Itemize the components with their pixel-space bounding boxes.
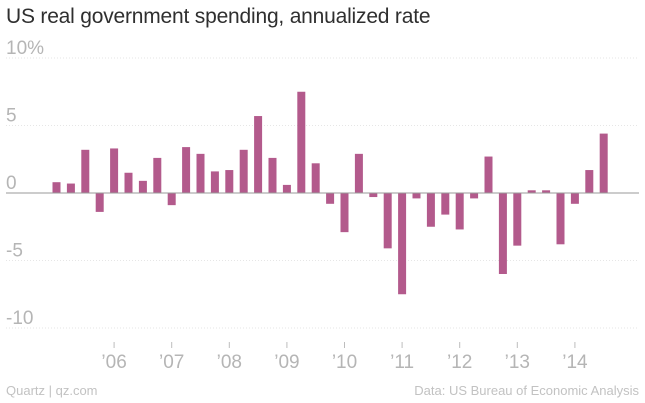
x-tick-label: ’14 xyxy=(562,352,588,373)
x-tick-label: ’12 xyxy=(447,352,472,373)
bar xyxy=(369,193,378,198)
bar xyxy=(196,153,205,193)
bar xyxy=(441,193,450,215)
bar xyxy=(484,156,493,193)
bar xyxy=(210,171,219,193)
gridlines xyxy=(6,57,639,329)
bar xyxy=(95,193,104,212)
bar xyxy=(254,116,263,193)
y-tick-label: -10 xyxy=(6,308,33,329)
x-tick-label: ’09 xyxy=(274,352,299,373)
bars xyxy=(52,91,608,295)
y-axis-ticks: 10% 5 0 -5 -10 xyxy=(6,38,44,329)
bar xyxy=(556,193,565,245)
bar xyxy=(297,91,306,193)
bar xyxy=(81,149,90,193)
x-axis-ticks: ’06 ’07 ’08 ’09 ’10 ’11 ’12 ’13 ’14 xyxy=(101,342,588,373)
bar xyxy=(585,170,594,193)
bar xyxy=(282,184,291,193)
chart-title: US real government spending, annualized … xyxy=(6,5,431,28)
bar xyxy=(110,148,119,193)
data-source: Data: US Bureau of Economic Analysis xyxy=(414,383,639,398)
bar xyxy=(340,193,349,233)
bar xyxy=(326,193,335,204)
bar xyxy=(513,193,522,246)
x-tick-label: ’10 xyxy=(332,352,357,373)
source-credit: Quartz | qz.com xyxy=(6,383,98,398)
bar xyxy=(124,172,133,193)
bar xyxy=(412,193,421,199)
bar xyxy=(455,193,464,230)
bar xyxy=(498,193,507,274)
y-tick-label: 0 xyxy=(6,173,17,194)
bar xyxy=(383,193,392,249)
x-tick-label: ’07 xyxy=(159,352,184,373)
bar xyxy=(138,180,147,193)
x-tick-label: ’13 xyxy=(505,352,530,373)
bar xyxy=(153,157,162,193)
x-tick-label: ’06 xyxy=(101,352,126,373)
bar xyxy=(599,133,608,193)
bar xyxy=(167,193,176,206)
x-tick-label: ’11 xyxy=(390,352,414,373)
bar xyxy=(311,163,320,193)
bar xyxy=(225,170,234,193)
bar xyxy=(470,193,479,199)
y-tick-label: 5 xyxy=(6,106,17,127)
bar xyxy=(354,153,363,193)
bar xyxy=(52,182,61,193)
bar xyxy=(239,149,248,193)
y-tick-label: 10% xyxy=(6,38,44,59)
bar xyxy=(398,193,407,295)
bar xyxy=(182,147,191,193)
x-tick-label: ’08 xyxy=(217,352,242,373)
bar xyxy=(542,190,551,193)
bar xyxy=(426,193,435,227)
bar xyxy=(570,193,579,204)
bar xyxy=(527,190,536,193)
y-tick-label: -5 xyxy=(6,241,23,262)
bar xyxy=(66,183,75,193)
bar xyxy=(268,157,277,193)
